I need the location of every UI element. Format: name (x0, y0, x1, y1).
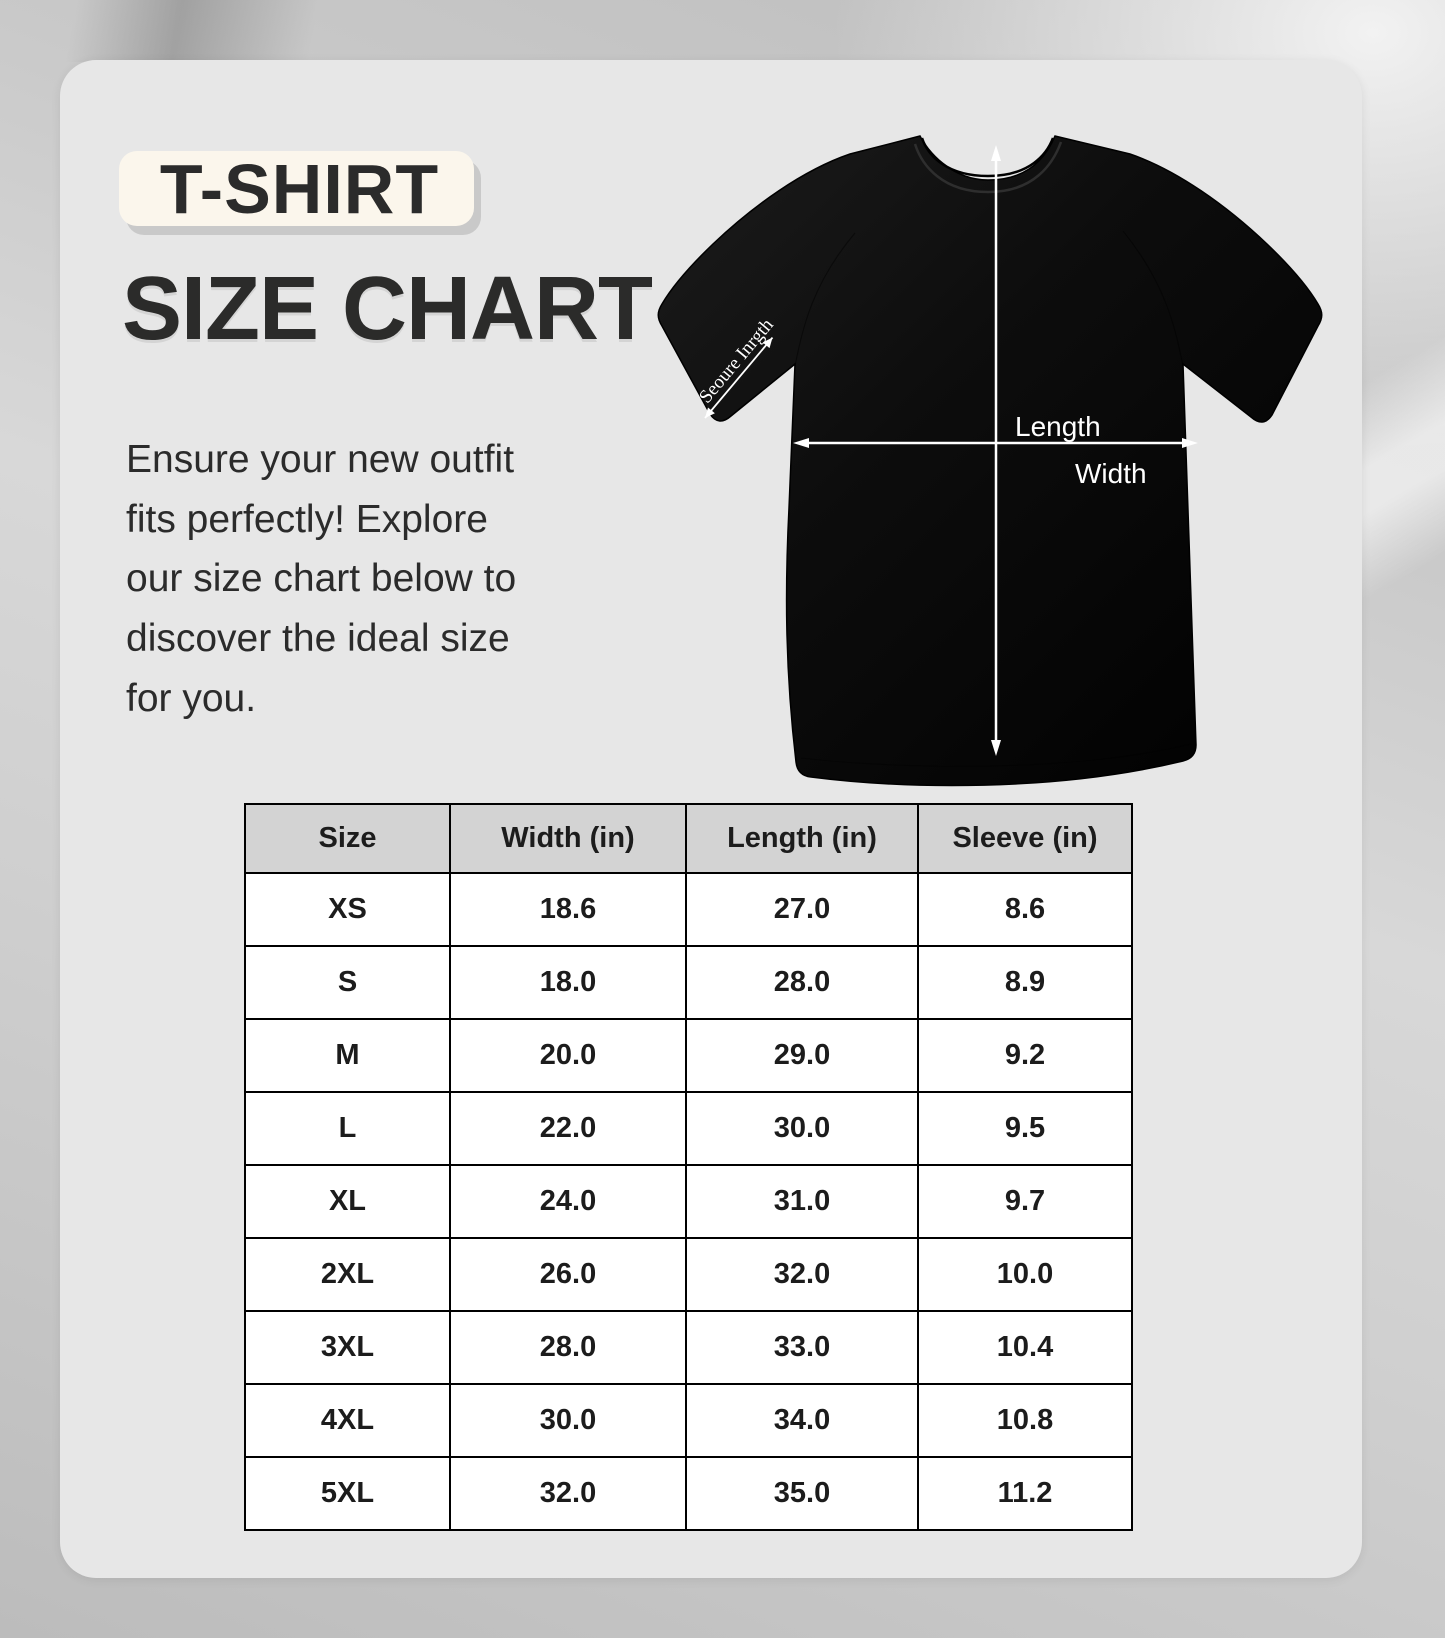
svg-text:Width: Width (1075, 458, 1147, 489)
svg-text:Length: Length (1015, 411, 1101, 442)
